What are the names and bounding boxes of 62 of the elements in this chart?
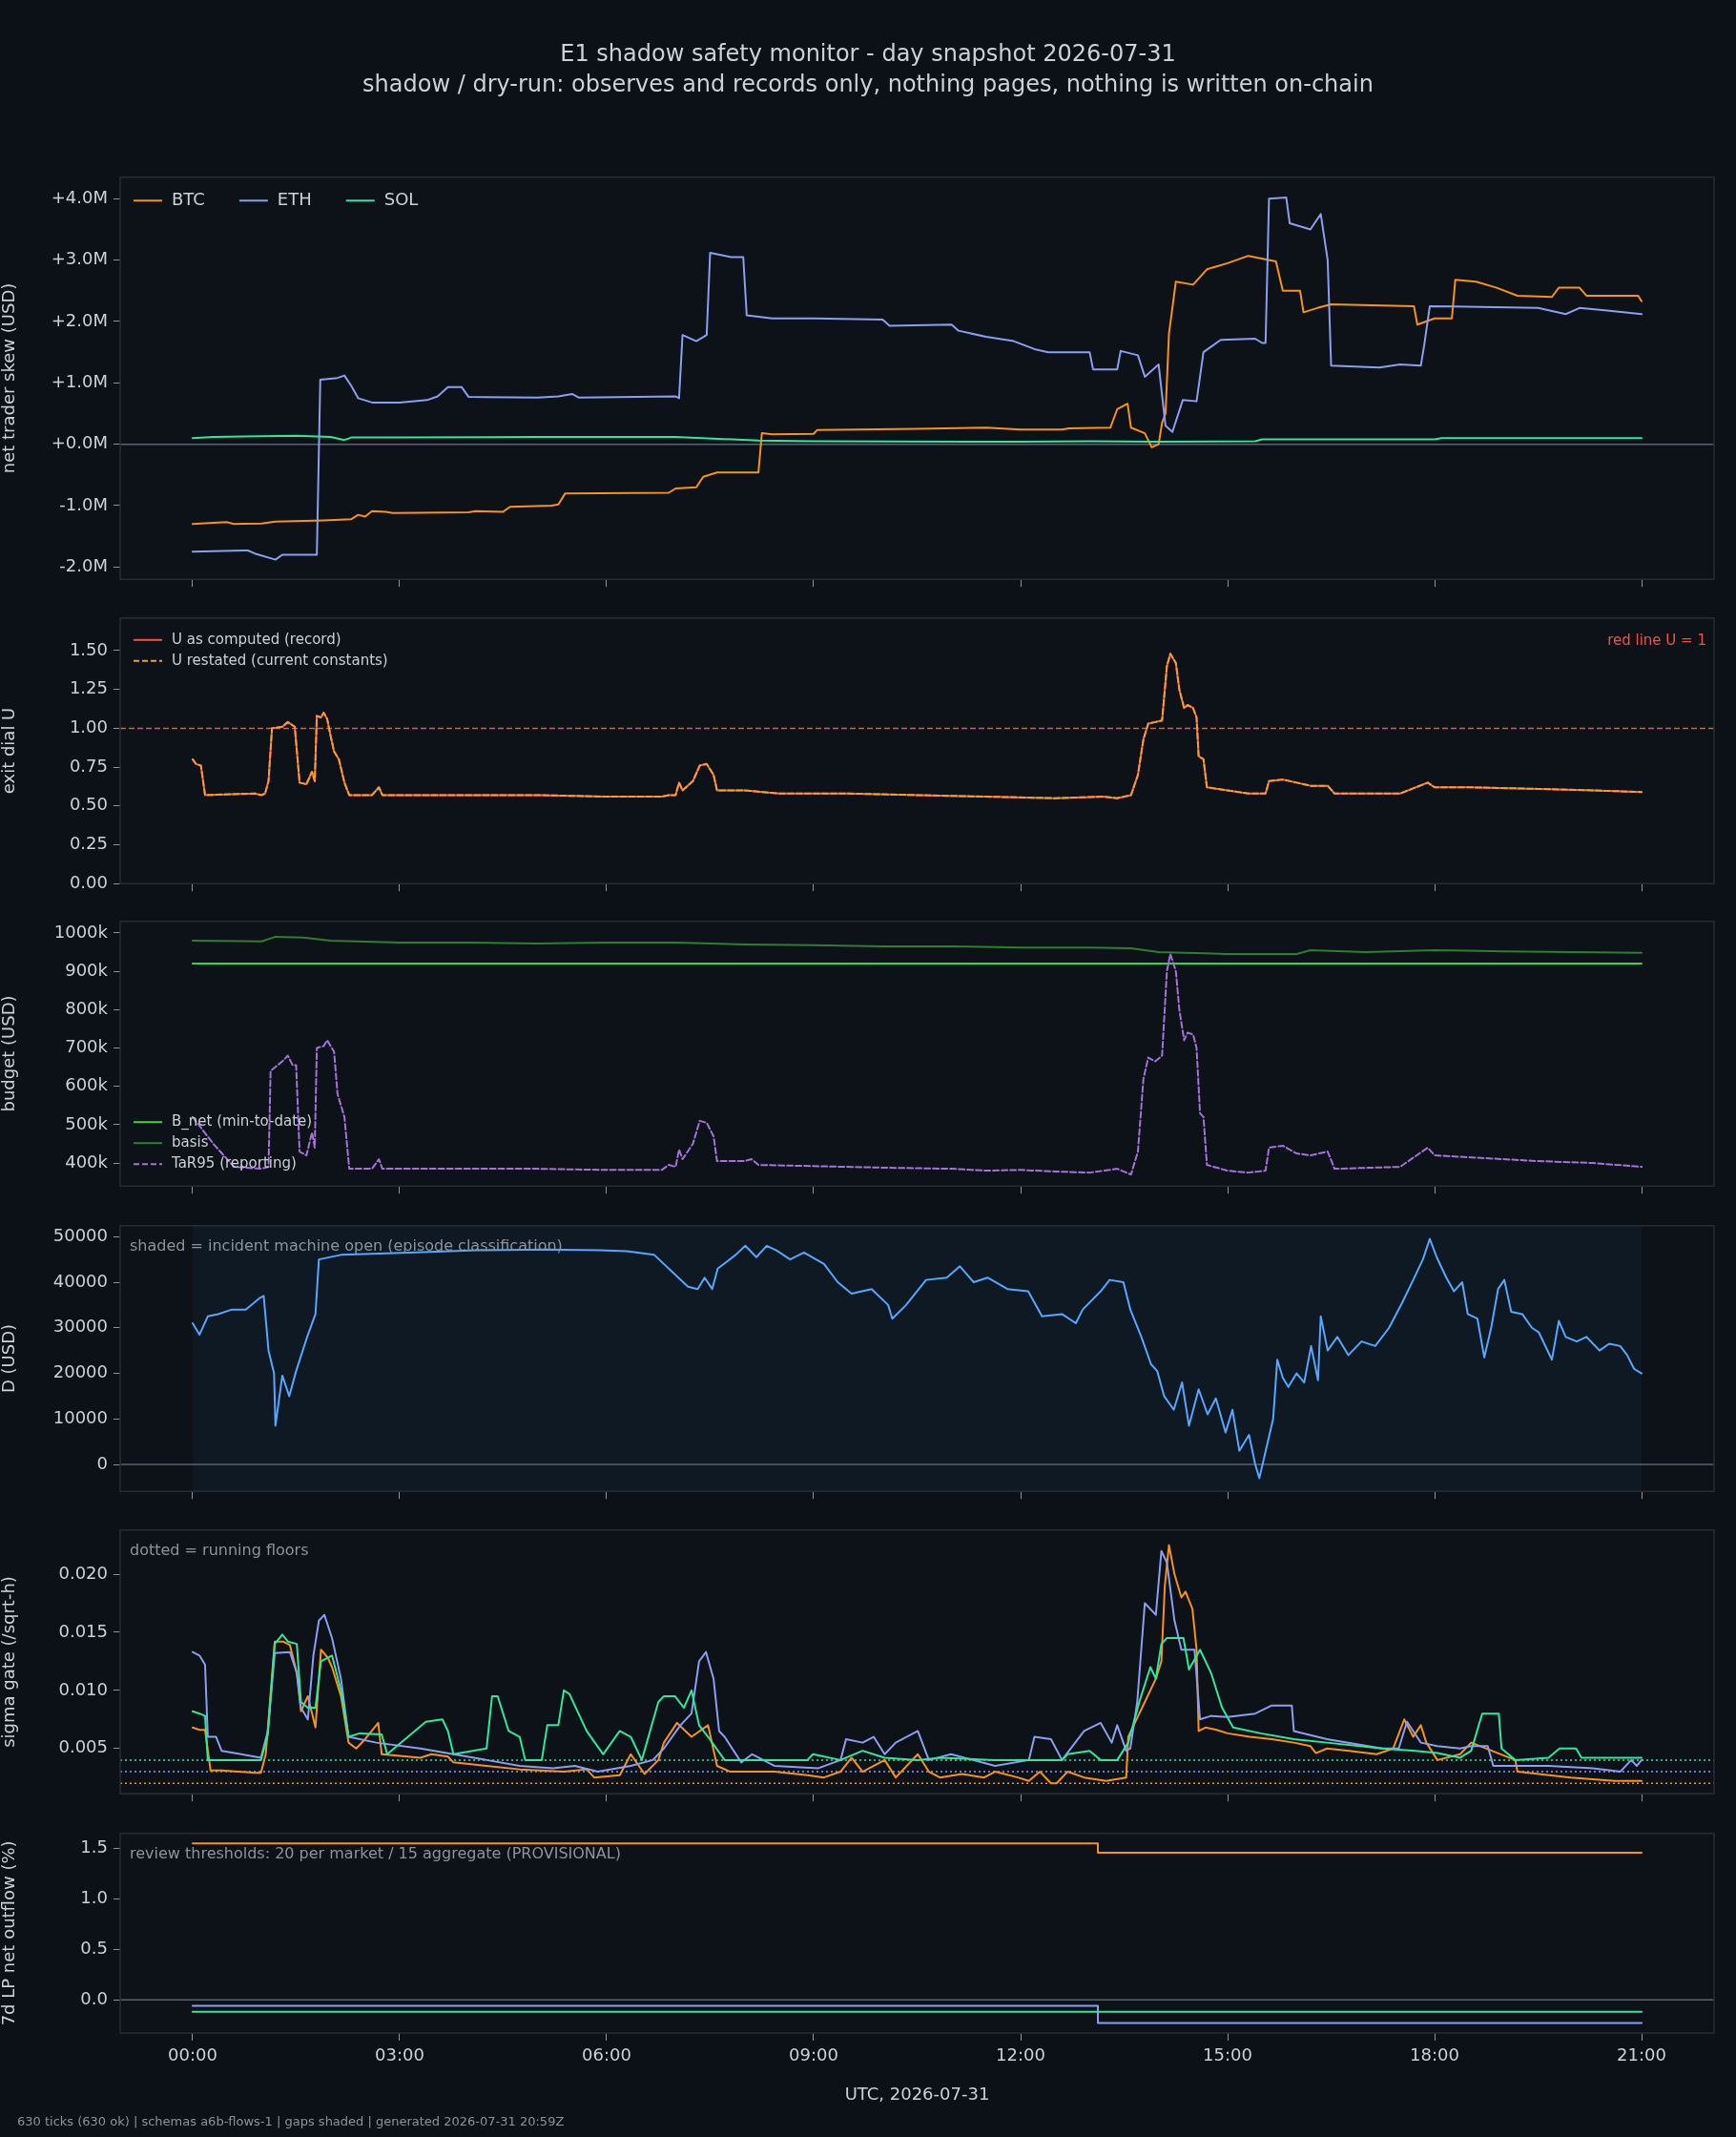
y-tick-label: 1.50 <box>69 638 108 659</box>
annotation: review thresholds: 20 per market / 15 aggregate (PROVISIONAL) <box>130 1843 621 1862</box>
y-tick-label: 1.25 <box>69 677 108 698</box>
y-tick-label: 1.5 <box>80 1836 108 1857</box>
y-tick-label: 0.50 <box>69 794 108 815</box>
legend-label: ETH <box>277 188 312 209</box>
y-tick-label: 400k <box>65 1151 109 1172</box>
y-tick-label: 0.010 <box>58 1678 108 1699</box>
x-tick-label: 15:00 <box>1203 2044 1252 2065</box>
y-tick-label: 0.5 <box>80 1937 108 1958</box>
y-tick-label: 800k <box>65 997 109 1018</box>
y-tick-label: 0 <box>96 1452 108 1473</box>
legend-label: basis <box>172 1133 209 1151</box>
y-tick-label: 30000 <box>52 1316 108 1337</box>
y-tick-label: 0.020 <box>58 1562 108 1583</box>
x-tick-label: 09:00 <box>789 2044 838 2065</box>
text: 630 ticks (630 ok) | schemas a6b-flows-1 | gaps shaded | generated 2026-07-31 20:59Z <box>17 2114 565 2128</box>
chart-subtitle: shadow / dry-run: observes and records only, nothing pages, nothing is written on-chain <box>362 71 1374 97</box>
y-axis-title: exit dial U <box>0 707 19 795</box>
x-tick-label: 03:00 <box>375 2044 424 2065</box>
y-tick-label: +4.0M <box>51 186 108 207</box>
y-tick-label: +3.0M <box>51 248 108 269</box>
y-tick-label: 0.75 <box>69 755 108 776</box>
y-tick-label: +2.0M <box>51 309 108 330</box>
y-tick-label: 1000k <box>53 921 109 942</box>
x-tick-label: 06:00 <box>582 2044 631 2065</box>
x-tick-label: 18:00 <box>1410 2044 1459 2065</box>
y-tick-label: 600k <box>65 1074 109 1095</box>
legend-label: SOL <box>383 188 419 209</box>
y-tick-label: +0.0M <box>51 432 108 453</box>
annotation: dotted = running floors <box>130 1540 309 1559</box>
y-tick-label: 0.0 <box>80 1987 108 2008</box>
y-axis-title: sigma gate (/sqrt-h) <box>0 1576 19 1748</box>
ref-line-label: red line U = 1 <box>1607 631 1706 649</box>
y-axis-title: 7d LP net outflow (%) <box>0 1840 19 2026</box>
y-tick-label: 0.005 <box>58 1736 108 1757</box>
y-tick-label: 700k <box>65 1036 109 1057</box>
y-axis-title: D (USD) <box>0 1323 19 1394</box>
legend-label: U as computed (record) <box>172 630 341 648</box>
y-tick-label: 900k <box>65 959 109 980</box>
legend-label: U restated (current constants) <box>172 651 388 669</box>
y-tick-label: -1.0M <box>59 493 108 514</box>
x-tick-label: 00:00 <box>168 2044 217 2065</box>
y-tick-label: 10000 <box>52 1406 108 1427</box>
y-tick-label: 20000 <box>52 1361 108 1382</box>
y-axis-title: net trader skew (USD) <box>0 282 19 474</box>
y-tick-label: 0.015 <box>58 1620 108 1641</box>
x-axis-title: UTC, 2026-07-31 <box>844 2083 990 2104</box>
x-tick-label: 12:00 <box>996 2044 1045 2065</box>
y-tick-label: 40000 <box>52 1270 108 1291</box>
y-tick-label: 1.0 <box>80 1887 108 1908</box>
y-tick-label: +1.0M <box>51 371 108 391</box>
legend-label: BTC <box>172 188 205 209</box>
y-tick-label: 1.00 <box>69 716 108 737</box>
y-tick-label: 0.00 <box>69 871 108 892</box>
y-axis-title: budget (USD) <box>0 995 19 1112</box>
x-tick-label: 21:00 <box>1617 2044 1666 2065</box>
y-tick-label: 50000 <box>52 1224 108 1245</box>
y-tick-label: 500k <box>65 1112 109 1133</box>
y-tick-label: 0.25 <box>69 833 108 854</box>
y-tick-label: -2.0M <box>59 555 108 575</box>
chart-title: E1 shadow safety monitor - day snapshot 2026-07-31 <box>559 40 1177 67</box>
